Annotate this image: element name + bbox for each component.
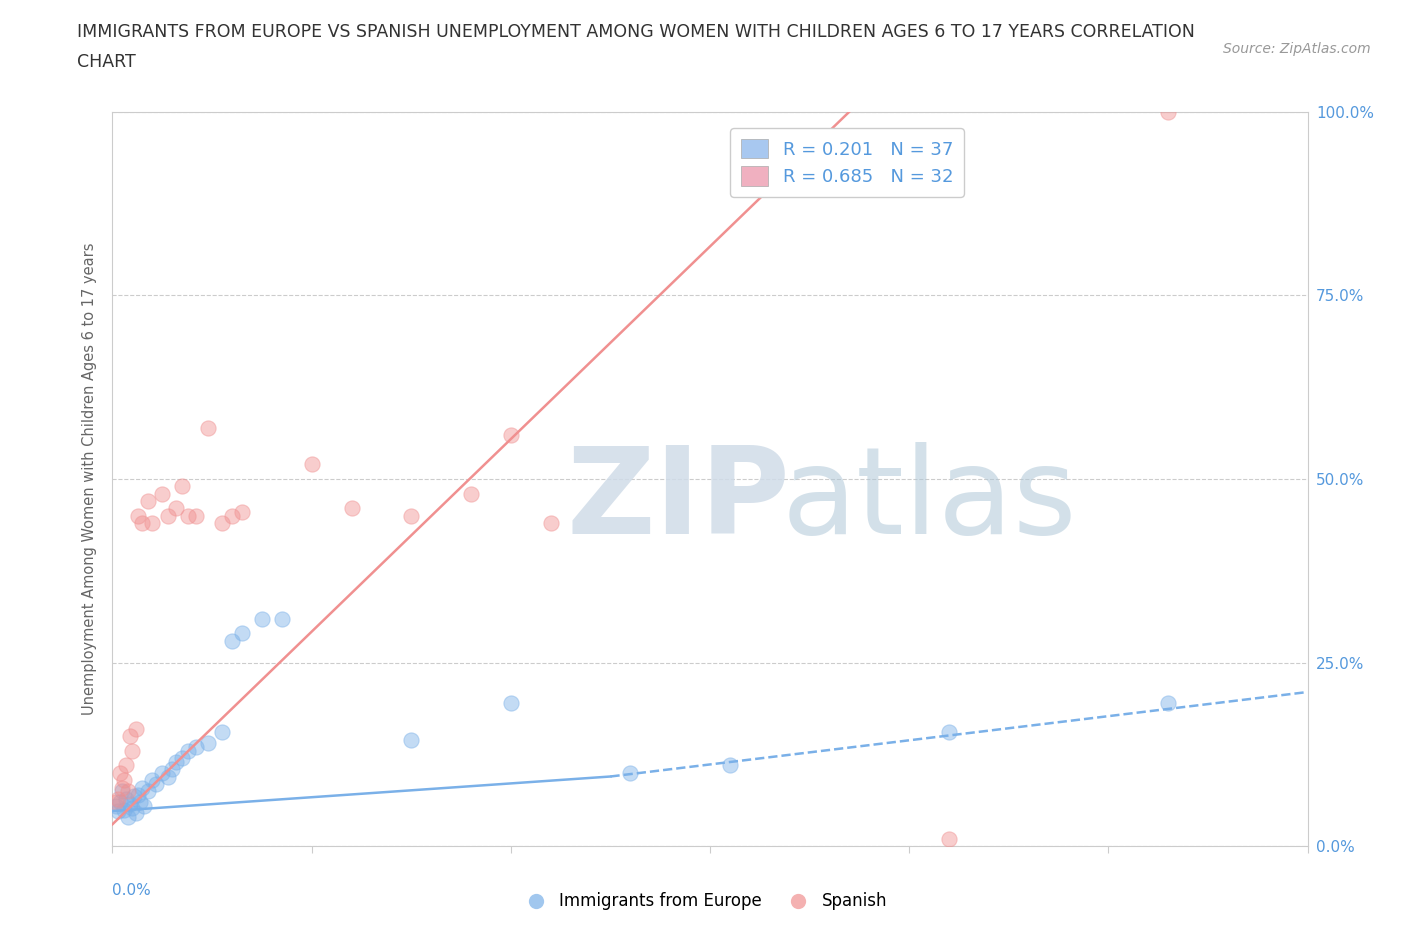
Point [1157, 696, 1180, 711]
Point [115, 758, 138, 773]
Point [131, 515, 153, 530]
Point [938, 831, 960, 846]
Point [125, 722, 148, 737]
Point [460, 486, 482, 501]
Point [134, 799, 156, 814]
Point [124, 789, 146, 804]
Text: atlas: atlas [782, 443, 1077, 560]
Point [221, 633, 243, 648]
Point [110, 795, 132, 810]
Point [540, 515, 562, 530]
Point [141, 515, 163, 530]
Legend: Immigrants from Europe, Spanish: Immigrants from Europe, Spanish [512, 885, 894, 917]
Point [157, 769, 180, 784]
Point [197, 736, 219, 751]
Point [115, 791, 138, 806]
Point [186, 739, 208, 754]
Point [401, 732, 423, 747]
Point [129, 795, 152, 810]
Point [121, 801, 143, 816]
Point [150, 765, 173, 780]
Point [125, 805, 148, 820]
Point [127, 788, 149, 803]
Point [111, 780, 134, 795]
Text: CHART: CHART [77, 53, 136, 71]
Text: Source: ZipAtlas.com: Source: ZipAtlas.com [1223, 42, 1371, 56]
Point [172, 751, 194, 765]
Point [177, 508, 200, 523]
Point [172, 479, 194, 494]
Point [938, 725, 960, 740]
Point [1157, 104, 1180, 119]
Point [270, 611, 292, 626]
Point [340, 501, 363, 516]
Point [107, 804, 129, 818]
Text: IMMIGRANTS FROM EUROPE VS SPANISH UNEMPLOYMENT AMONG WOMEN WITH CHILDREN AGES 6 : IMMIGRANTS FROM EUROPE VS SPANISH UNEMPL… [77, 23, 1195, 41]
Point [131, 780, 153, 795]
Point [162, 762, 183, 777]
Point [718, 758, 741, 773]
Point [211, 725, 233, 740]
Point [231, 626, 253, 641]
Point [138, 784, 160, 799]
Text: ZIP: ZIP [567, 443, 790, 560]
Point [114, 773, 135, 788]
Point [157, 508, 180, 523]
Point [107, 791, 129, 806]
Point [301, 457, 323, 472]
Point [250, 611, 273, 626]
Point [105, 795, 128, 810]
Point [105, 799, 128, 814]
Point [138, 494, 160, 509]
Point [401, 508, 423, 523]
Legend: R = 0.201   N = 37, R = 0.685   N = 32: R = 0.201 N = 37, R = 0.685 N = 32 [730, 128, 965, 196]
Point [221, 508, 243, 523]
Point [127, 508, 149, 523]
Point [117, 809, 139, 824]
Text: 0.0%: 0.0% [112, 884, 152, 898]
Point [141, 773, 163, 788]
Y-axis label: Unemployment Among Women with Children Ages 6 to 17 years: Unemployment Among Women with Children A… [82, 243, 97, 715]
Point [499, 696, 522, 711]
Point [197, 420, 219, 435]
Point [111, 784, 134, 799]
Point [165, 501, 187, 516]
Point [121, 743, 143, 758]
Point [231, 505, 253, 520]
Point [165, 754, 187, 769]
Point [499, 428, 522, 443]
Point [150, 486, 173, 501]
Point [619, 765, 641, 780]
Point [211, 515, 233, 530]
Point [186, 508, 208, 523]
Point [177, 743, 200, 758]
Point [117, 784, 139, 799]
Point [120, 796, 142, 811]
Point [145, 777, 167, 791]
Point [110, 765, 132, 780]
Point [114, 802, 135, 817]
Point [120, 729, 142, 744]
